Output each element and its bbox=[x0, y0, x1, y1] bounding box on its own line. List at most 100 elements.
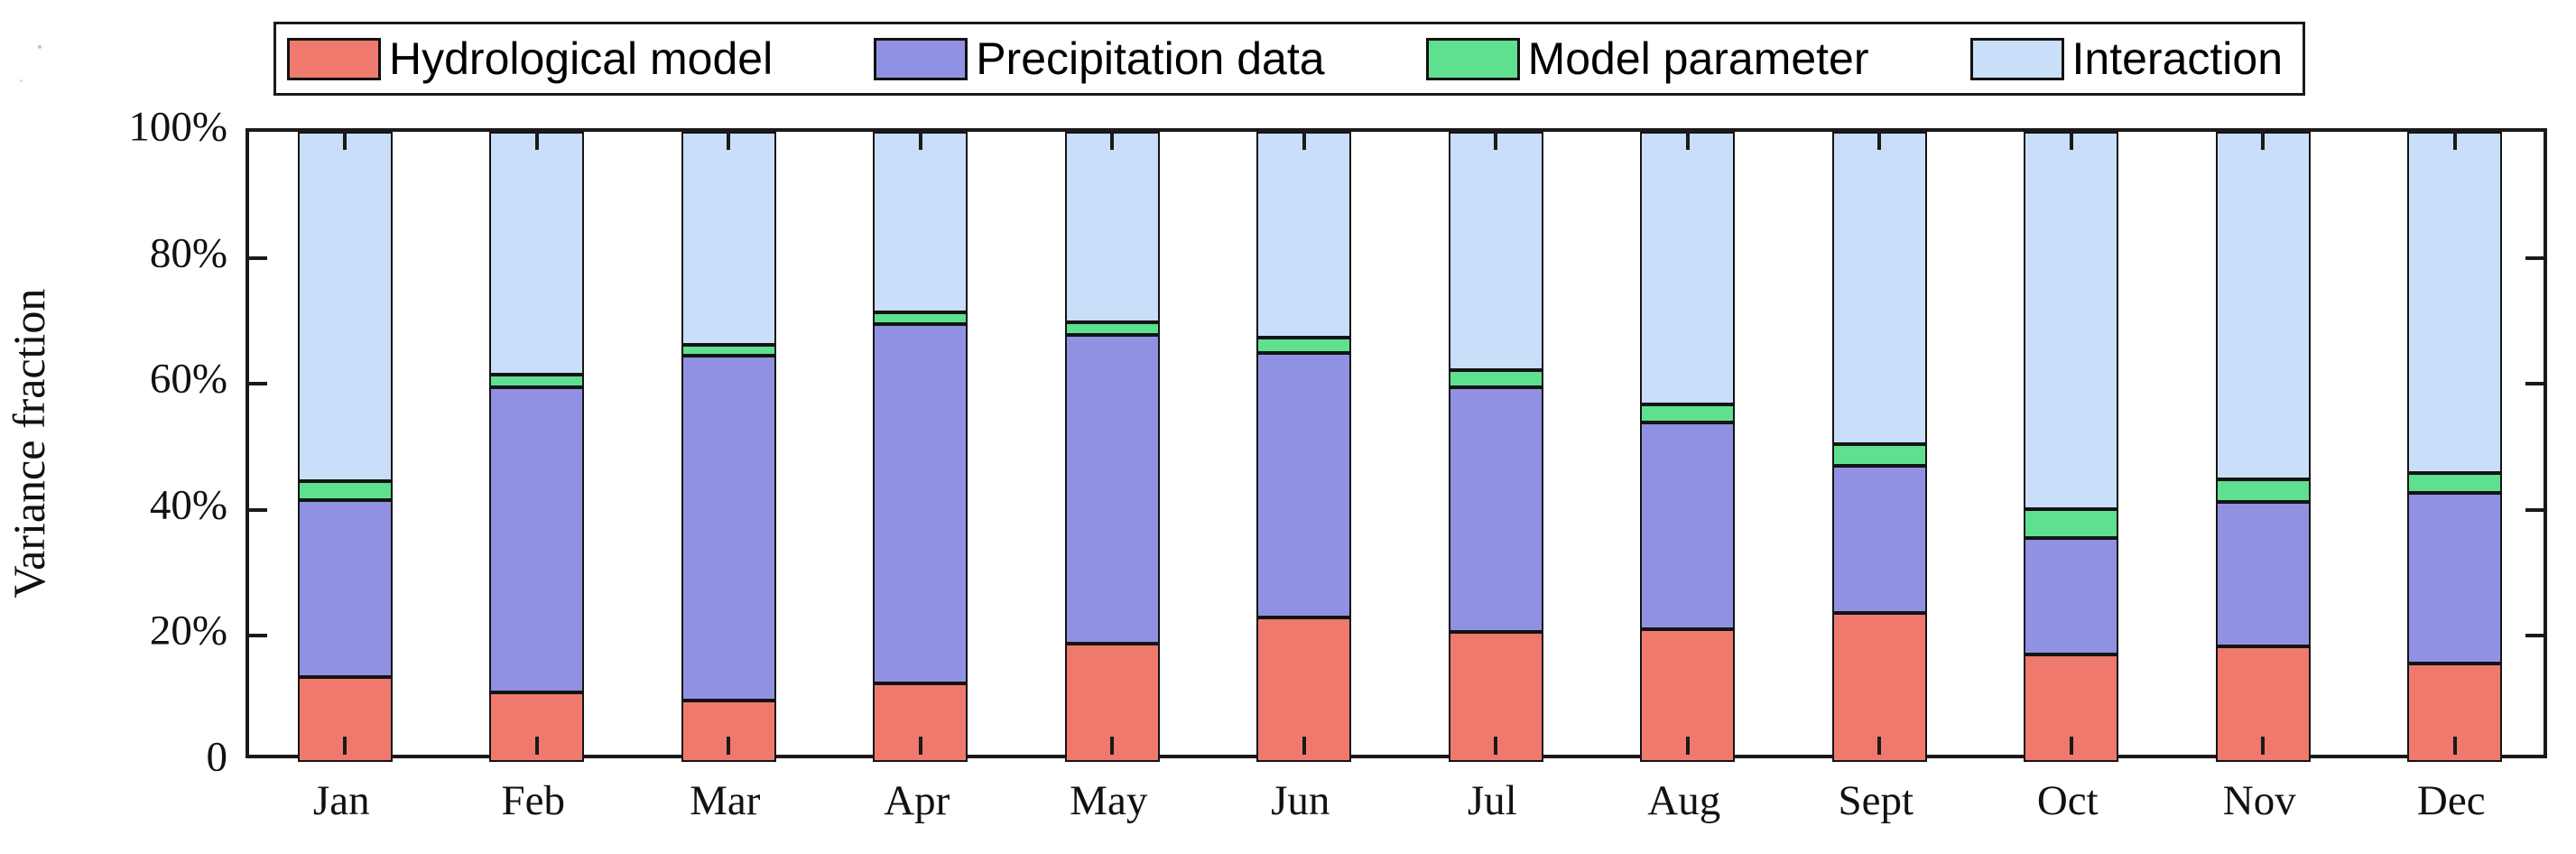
bar-segment-interaction bbox=[297, 132, 393, 481]
bar-segment-model-parameter bbox=[1256, 337, 1352, 353]
bar-segment-model-parameter bbox=[1064, 321, 1160, 335]
bar-segment-interaction bbox=[1064, 132, 1160, 322]
bar-segment-precipitation-data bbox=[1640, 422, 1736, 629]
x-tick-label: Jan bbox=[312, 777, 370, 824]
bar-group-jul bbox=[1448, 132, 1543, 762]
bar-segment-interaction bbox=[1256, 132, 1352, 338]
bar-segment-precipitation-data bbox=[681, 355, 776, 701]
bar-segment-precipitation-data bbox=[2215, 501, 2311, 647]
legend-label: Model parameter bbox=[1527, 33, 1869, 84]
x-tick-label: Jul bbox=[1467, 777, 1517, 824]
x-tick-label: Oct bbox=[2036, 777, 2099, 824]
bar-segment-model-parameter bbox=[2024, 509, 2119, 538]
bar-segment-model-parameter bbox=[297, 480, 393, 500]
bar-group-feb bbox=[489, 132, 585, 762]
bar-group-nov bbox=[2215, 132, 2311, 762]
x-tick bbox=[727, 132, 731, 150]
bar-segment-precipitation-data bbox=[1256, 352, 1352, 618]
y-tick bbox=[2525, 507, 2544, 512]
x-tick bbox=[2069, 737, 2073, 755]
x-tick bbox=[1302, 737, 1306, 755]
bar-segment-model-parameter bbox=[2215, 479, 2311, 502]
x-tick bbox=[1494, 737, 1498, 755]
x-tick bbox=[1877, 132, 1882, 150]
y-tick bbox=[249, 634, 267, 638]
x-tick bbox=[2452, 132, 2457, 150]
x-tick-label: Dec bbox=[2416, 777, 2486, 824]
x-tick-label: Apr bbox=[884, 777, 950, 824]
legend: Hydrological model Precipitation data Mode… bbox=[273, 22, 2306, 96]
bar-group-jun bbox=[1256, 132, 1352, 762]
bar-group-aug bbox=[1640, 132, 1736, 762]
artifact-dot bbox=[20, 79, 23, 82]
interaction-swatch-icon bbox=[1969, 37, 2064, 80]
bar-group-jan bbox=[297, 132, 393, 762]
bar-segment-interaction bbox=[1448, 132, 1543, 370]
bar-segment-precipitation-data bbox=[873, 323, 968, 684]
plot-area bbox=[246, 128, 2547, 762]
x-tick bbox=[1685, 737, 1690, 755]
y-tick bbox=[249, 255, 267, 260]
x-tick-label: Jun bbox=[1271, 777, 1330, 824]
hydrological-model-swatch-icon bbox=[287, 37, 381, 80]
x-tick bbox=[1877, 737, 1882, 755]
y-tick-label: 80% bbox=[149, 229, 227, 277]
x-tick bbox=[918, 737, 922, 755]
legend-label: Precipitation data bbox=[976, 33, 1325, 84]
bar-segment-interaction bbox=[681, 132, 776, 345]
bar-segment-interaction bbox=[873, 132, 968, 313]
y-tick-label: 100% bbox=[128, 103, 227, 151]
bar-segment-interaction bbox=[1640, 132, 1736, 405]
bar-segment-model-parameter bbox=[489, 374, 585, 387]
bar-segment-precipitation-data bbox=[2407, 492, 2503, 664]
x-tick bbox=[534, 737, 539, 755]
y-tick bbox=[2525, 382, 2544, 386]
bar-segment-interaction bbox=[2024, 132, 2119, 510]
x-tick-label: Feb bbox=[501, 777, 566, 824]
bar-segment-precipitation-data bbox=[2024, 537, 2119, 654]
bar-segment-interaction bbox=[2215, 132, 2311, 480]
x-tick bbox=[2069, 132, 2073, 150]
legend-label: Hydrological model bbox=[389, 33, 774, 84]
x-tick bbox=[1494, 132, 1498, 150]
x-tick-label: Mar bbox=[690, 777, 761, 824]
precipitation-data-swatch-icon bbox=[874, 37, 968, 80]
bar-segment-model-parameter bbox=[873, 312, 968, 324]
x-tick bbox=[343, 132, 347, 150]
bar-segment-hydrological-model bbox=[1448, 631, 1543, 762]
y-tick-label: 40% bbox=[149, 481, 227, 529]
bar-segment-precipitation-data bbox=[1831, 465, 1927, 614]
bar-segment-interaction bbox=[2407, 132, 2503, 474]
bar-group-may bbox=[1064, 132, 1160, 762]
bar-group-oct bbox=[2024, 132, 2119, 762]
x-tick bbox=[343, 737, 347, 755]
x-tick bbox=[2261, 132, 2266, 150]
model-parameter-swatch-icon bbox=[1425, 37, 1520, 80]
y-tick bbox=[2525, 255, 2544, 260]
bar-group-mar bbox=[681, 132, 776, 762]
y-tick bbox=[249, 507, 267, 512]
bar-group-sept bbox=[1831, 132, 1927, 762]
bar-group-dec bbox=[2407, 132, 2503, 762]
bar-segment-hydrological-model bbox=[681, 701, 776, 762]
y-tick bbox=[2525, 634, 2544, 638]
y-axis-label: Variance fraction bbox=[4, 288, 54, 599]
x-tick bbox=[1110, 132, 1115, 150]
legend-item-hydrological-model: Hydrological model bbox=[287, 36, 773, 81]
x-tick-label: Aug bbox=[1647, 777, 1721, 824]
bar-segment-precipitation-data bbox=[489, 386, 585, 693]
bar-segment-model-parameter bbox=[681, 344, 776, 356]
bar-segment-precipitation-data bbox=[1064, 334, 1160, 645]
x-tick-label: Nov bbox=[2222, 777, 2296, 824]
bar-segment-model-parameter bbox=[1831, 443, 1927, 466]
y-tick-label: 60% bbox=[149, 355, 227, 403]
y-tick-label: 0 bbox=[206, 733, 228, 781]
legend-item-precipitation-data: Precipitation data bbox=[874, 33, 1325, 84]
bar-segment-model-parameter bbox=[2407, 473, 2503, 493]
bar-segment-interaction bbox=[1831, 132, 1927, 444]
x-tick bbox=[2452, 737, 2457, 755]
x-tick bbox=[1685, 132, 1690, 150]
bar-segment-model-parameter bbox=[1448, 369, 1543, 388]
x-tick-label: Sept bbox=[1838, 777, 1914, 824]
